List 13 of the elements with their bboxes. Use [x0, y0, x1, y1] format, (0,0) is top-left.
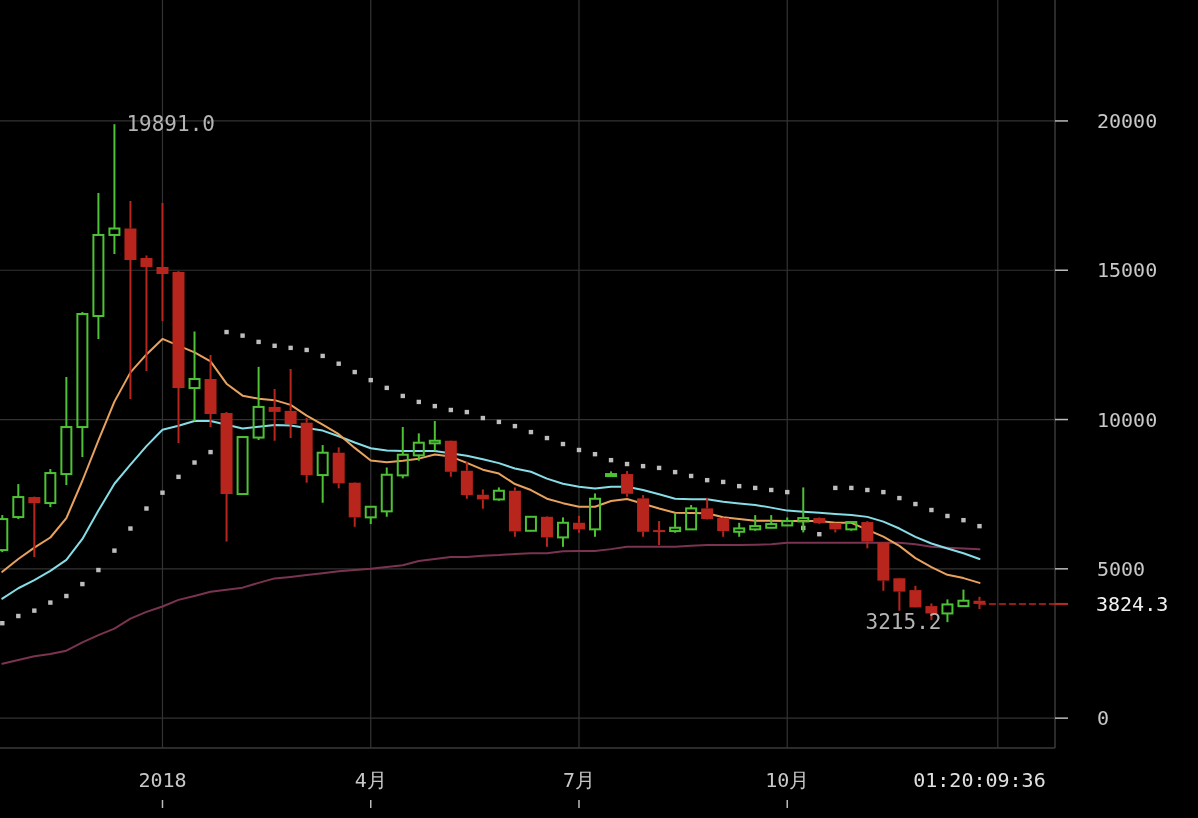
y-tick-label: 5000 — [1097, 556, 1146, 581]
x-tick-label: 10月 — [765, 768, 810, 792]
y-tick-label: 20000 — [1097, 108, 1158, 133]
x-tick-label: 4月 — [354, 768, 387, 792]
annotation: 19891.0 — [126, 112, 215, 137]
y-tick-label: 10000 — [1097, 407, 1158, 432]
x-tick-label: 7月 — [562, 768, 596, 792]
text: 01:20:09:36 — [913, 768, 1046, 792]
annotation: 3215.2 — [865, 610, 942, 635]
y-tick-label: 0 — [1097, 706, 1110, 731]
y-tick-label: 15000 — [1097, 258, 1158, 283]
x-tick-label: 2018 — [138, 768, 187, 792]
legend-label: 3824.3 — [1096, 591, 1169, 616]
